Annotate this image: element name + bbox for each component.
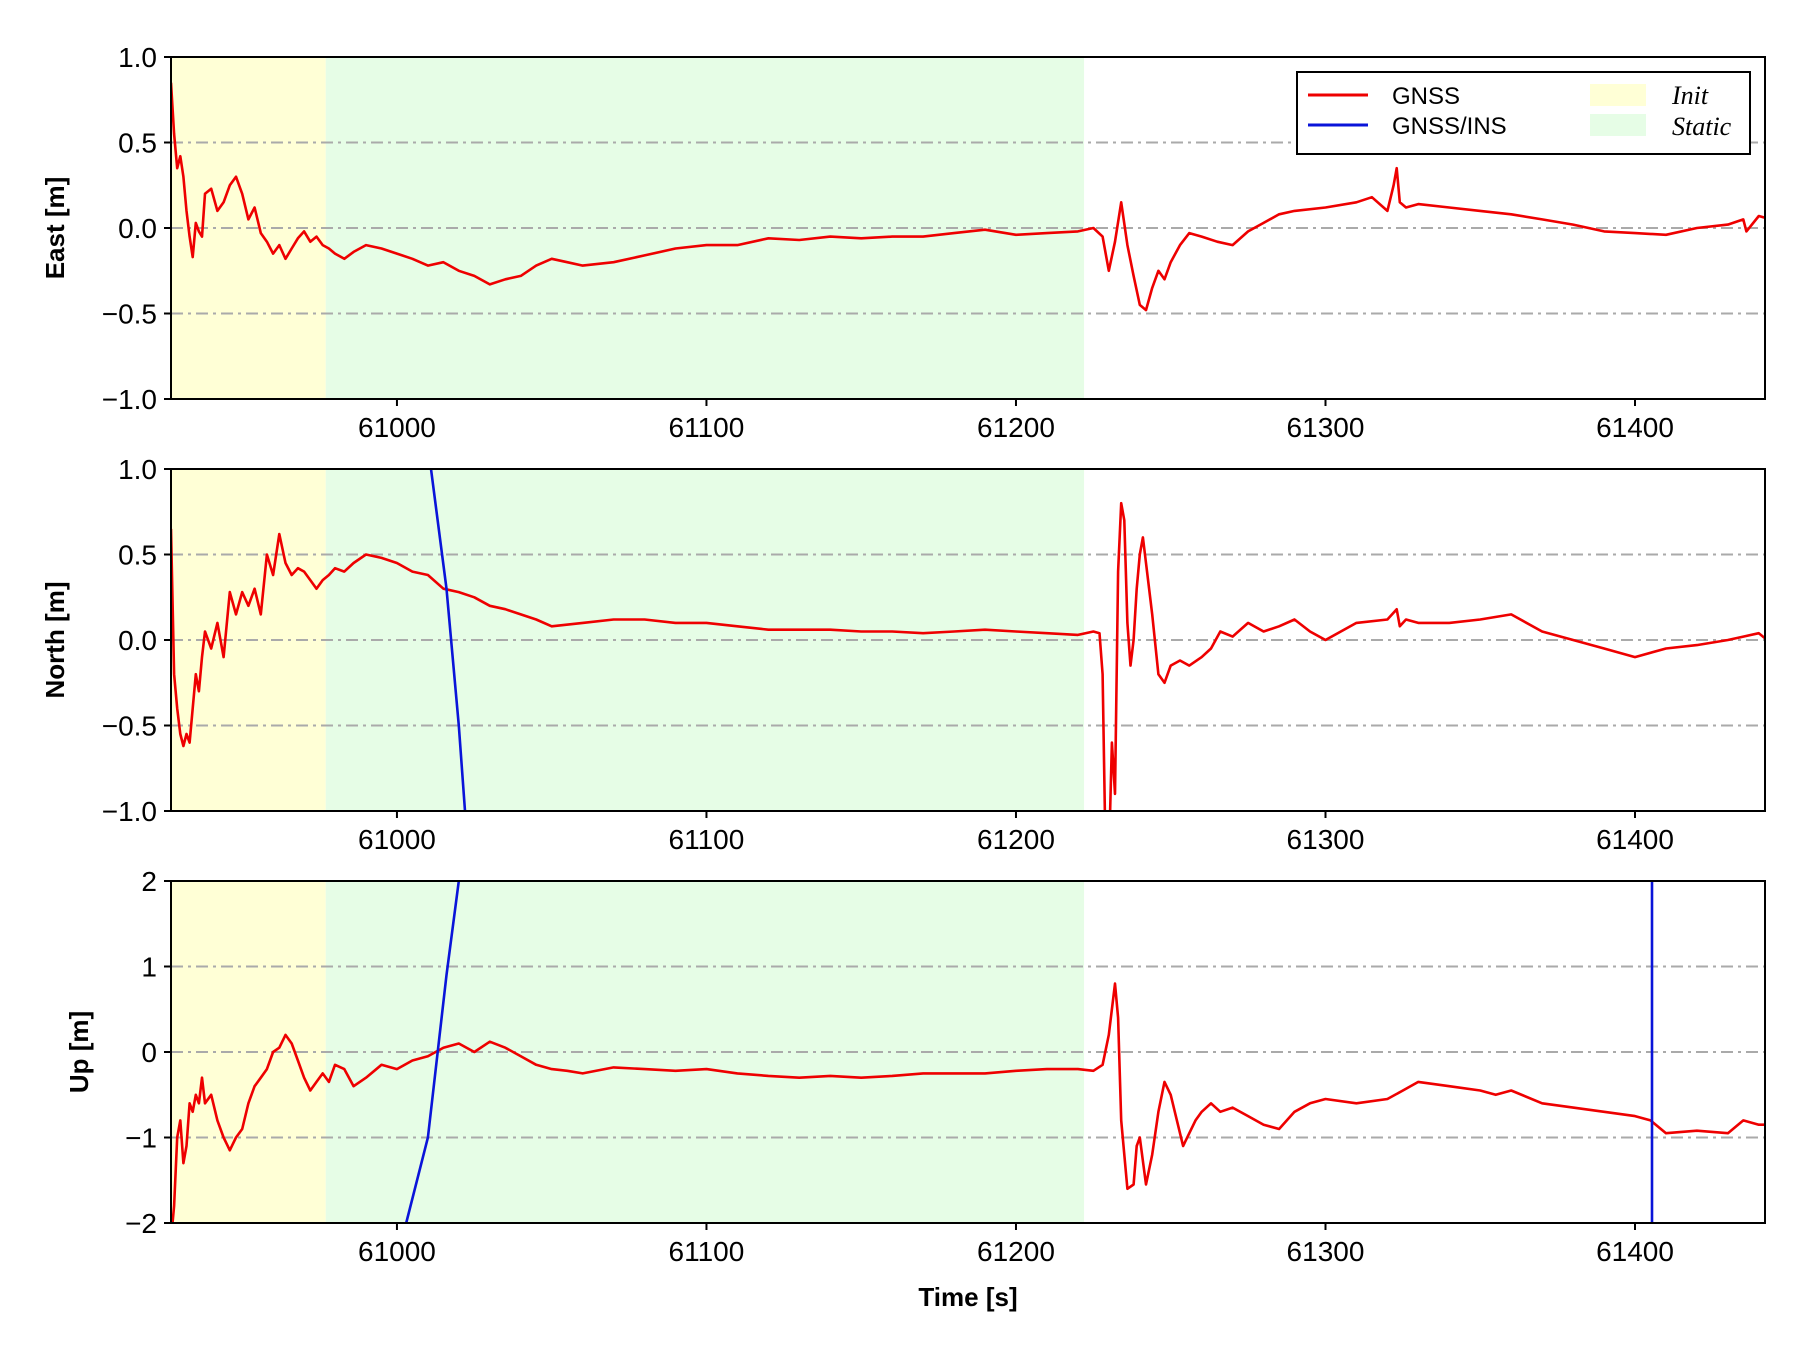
legend-label-gnss-ins: GNSS/INS bbox=[1392, 113, 1507, 140]
y-tick-label: 0 bbox=[141, 1037, 157, 1068]
legend-label-static: Static bbox=[1672, 112, 1732, 141]
y-tick-label: 0.0 bbox=[118, 625, 157, 656]
y-ticks: 1.0 0.5 0.0 −0.5 −1.0 bbox=[102, 454, 171, 827]
y-ticks: 2 1 0 −1 −2 bbox=[125, 866, 171, 1239]
legend-swatch-init bbox=[1590, 84, 1646, 106]
x-tick-label: 61200 bbox=[977, 1236, 1055, 1267]
x-axis-title: Time [s] bbox=[918, 1282, 1017, 1312]
legend-box bbox=[1296, 71, 1751, 155]
y-axis-title: East [m] bbox=[40, 177, 70, 280]
x-tick-label: 61300 bbox=[1287, 1236, 1365, 1267]
series-layer bbox=[171, 82, 1765, 312]
x-ticks: 61000 61100 61200 61300 61400 bbox=[358, 811, 1674, 855]
x-tick-label: 61100 bbox=[669, 1236, 745, 1267]
x-tick-label: 61200 bbox=[977, 824, 1055, 855]
legend: GNSS GNSS/INS Init Static bbox=[1296, 71, 1751, 155]
y-tick-label: 0.5 bbox=[118, 128, 157, 159]
legend-label-gnss: GNSS bbox=[1392, 83, 1460, 110]
x-tick-label: 61300 bbox=[1287, 824, 1365, 855]
x-tick-label: 61300 bbox=[1287, 412, 1365, 443]
x-tick-label: 61200 bbox=[977, 412, 1055, 443]
x-ticks: 61000 61100 61200 61300 61400 bbox=[358, 399, 1674, 443]
x-tick-label: 61100 bbox=[669, 824, 745, 855]
y-tick-label: −1.0 bbox=[102, 384, 157, 415]
y-tick-label: 0.5 bbox=[118, 540, 157, 571]
series-gnss-line bbox=[171, 501, 1765, 811]
series-layer bbox=[171, 881, 1765, 1223]
y-tick-label: −0.5 bbox=[102, 299, 157, 330]
series-gnss-line bbox=[171, 982, 1765, 1223]
y-tick-label: 1 bbox=[141, 952, 157, 983]
panel-east: 1.00.50.0−0.5−1.0 61000 61100 61200 61300 61… bbox=[40, 42, 1766, 443]
x-tick-label: 61100 bbox=[669, 412, 745, 443]
x-ticks: 61000 61100 61200 61300 61400 bbox=[358, 1223, 1674, 1267]
series-layer bbox=[171, 469, 1765, 811]
y-tick-label: −0.5 bbox=[102, 711, 157, 742]
y-axis-title: Up [m] bbox=[64, 1011, 94, 1093]
x-tick-label: 61400 bbox=[1596, 1236, 1674, 1267]
series-gnss-ins-line bbox=[429, 469, 467, 811]
panel-up: 2 1 0 −1 −2 61000 61100 61200 61300 61400 Up [m] bbox=[64, 866, 1766, 1267]
legend-swatch-static bbox=[1590, 114, 1646, 136]
y-tick-label: 0.0 bbox=[118, 213, 157, 244]
y-tick-label: −1.0 bbox=[102, 796, 157, 827]
y-ticks: 1.0 0.5 0.0 −0.5 −1.0 bbox=[102, 42, 171, 415]
x-tick-label: 61000 bbox=[358, 824, 436, 855]
series-gnss-ins-line bbox=[404, 881, 461, 1223]
y-tick-label: −2 bbox=[125, 1208, 157, 1239]
series-gnss-line bbox=[171, 82, 1765, 312]
y-tick-label: 2 bbox=[141, 866, 157, 897]
y-tick-label: −1 bbox=[125, 1123, 157, 1154]
x-tick-label: 61400 bbox=[1596, 412, 1674, 443]
x-tick-label: 61000 bbox=[358, 1236, 436, 1267]
panel-north: 1.00.50.0−0.5−1.0 61000 61100 61200 61300 61… bbox=[40, 454, 1766, 855]
y-axis-title: North [m] bbox=[40, 582, 70, 699]
x-tick-label: 61400 bbox=[1596, 824, 1674, 855]
y-tick-label: 1.0 bbox=[118, 42, 157, 73]
grid-layer bbox=[171, 553, 1765, 727]
x-tick-label: 61000 bbox=[358, 412, 436, 443]
y-tick-label: 1.0 bbox=[118, 454, 157, 485]
legend-label-init: Init bbox=[1671, 81, 1709, 110]
grid-layer bbox=[171, 965, 1765, 1139]
